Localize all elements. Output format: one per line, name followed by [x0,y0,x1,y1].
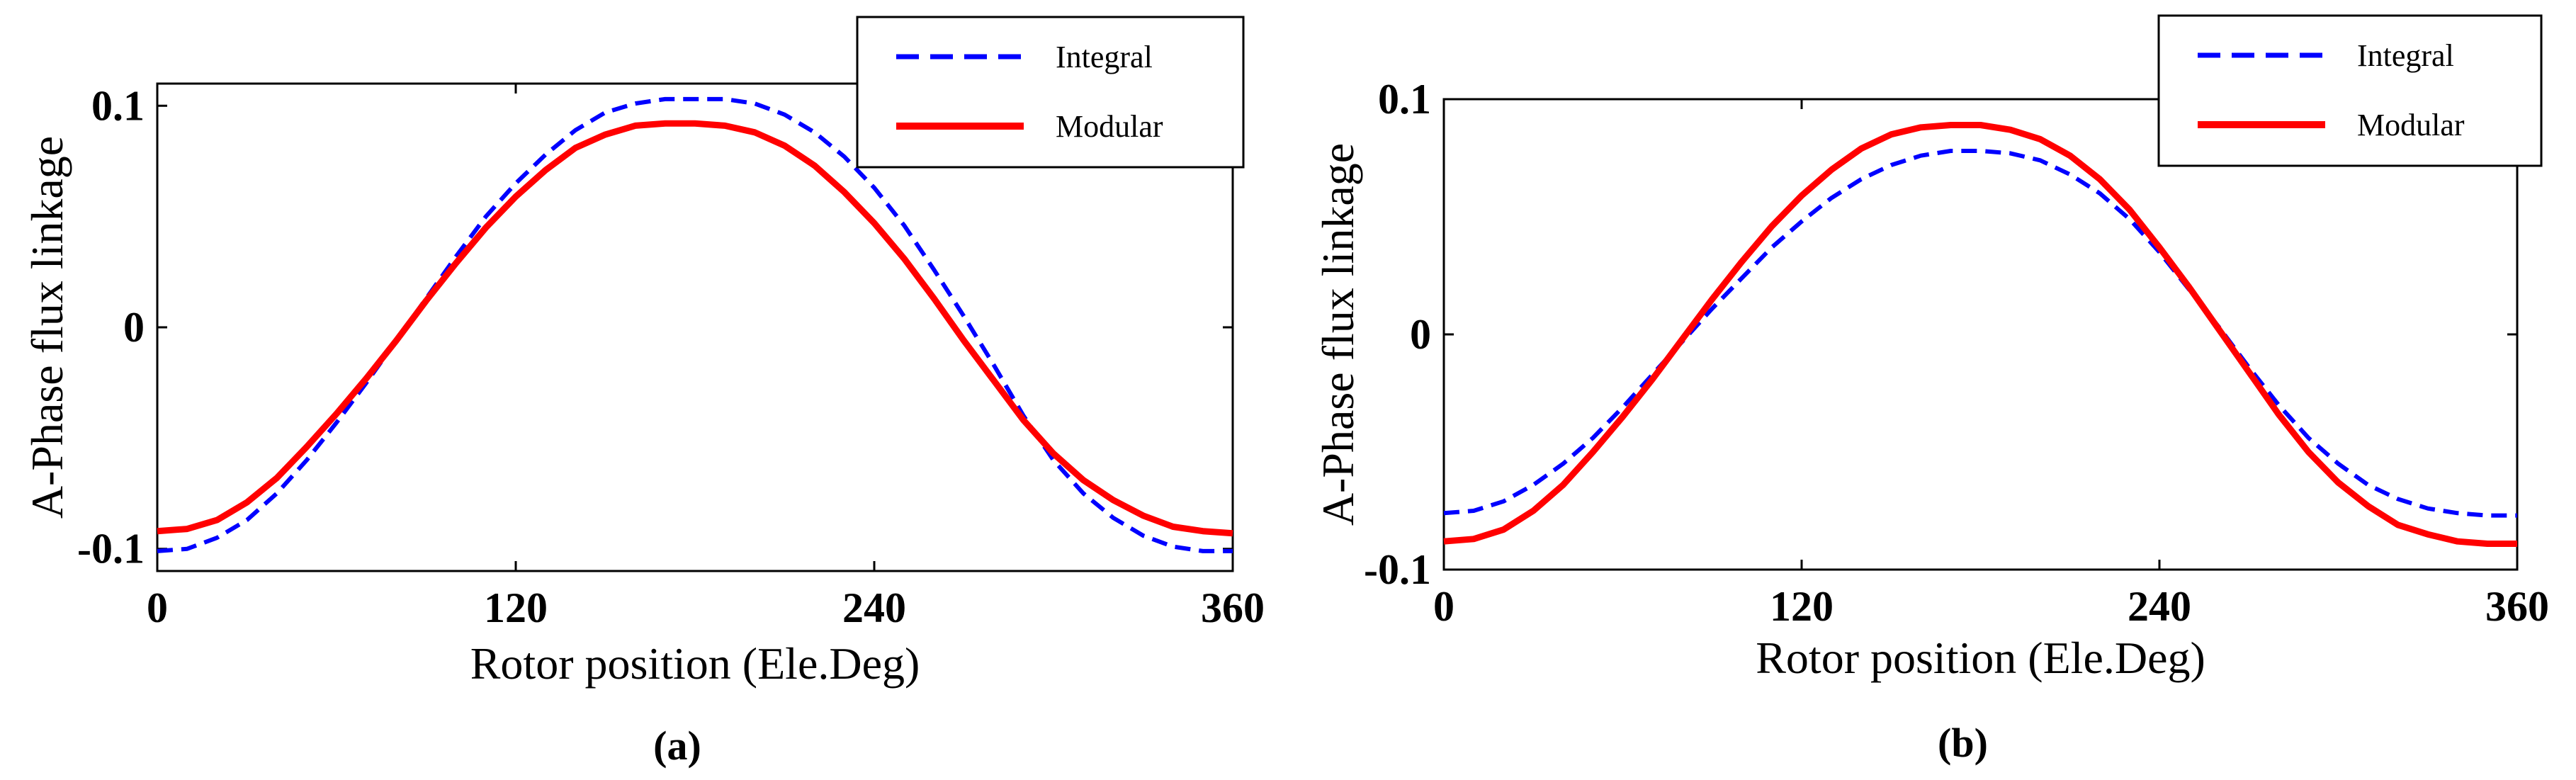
x-axis-title: Rotor position (Ele.Deg) [1756,633,2205,683]
x-tick-label: 120 [484,584,548,631]
y-tick-label: 0 [123,304,145,351]
x-tick-label: 360 [1201,584,1265,631]
legend-label: Modular [1056,109,1163,144]
y-tick-label: 0.1 [1378,76,1431,123]
legend: Integral Modular [856,16,1245,169]
legend-box [2157,14,2543,167]
y-axis-title: A-Phase flux linkage [1313,143,1363,526]
x-axis-title: Rotor position (Ele.Deg) [470,638,920,689]
legend-label: Integral [1056,40,1153,74]
y-tick-label: 0 [1410,311,1431,358]
x-tick-label: 240 [842,584,906,631]
series-line-integral [157,96,1233,553]
y-tick-label: -0.1 [1364,546,1431,593]
y-tick-label: -0.1 [77,526,145,572]
legend: Integral Modular [2157,14,2543,167]
x-tick-label: 240 [2128,583,2191,630]
series-line-modular [157,120,1233,537]
legend-box [856,16,1245,169]
y-axis-title: A-Phase flux linkage [22,136,72,519]
legend-label: Integral [2357,38,2454,73]
panel-label: (b) [1938,720,1988,766]
x-tick-label: 120 [1770,583,1834,630]
series-line-integral [1443,149,2517,518]
x-tick-label: 0 [1433,583,1454,630]
x-tick-label: 360 [2485,583,2549,630]
x-tick-label: 0 [147,584,168,631]
series-line-modular [1443,122,2517,547]
legend-label: Modular [2357,108,2465,142]
y-tick-label: 0.1 [91,82,145,129]
panel-label: (a) [653,723,701,769]
